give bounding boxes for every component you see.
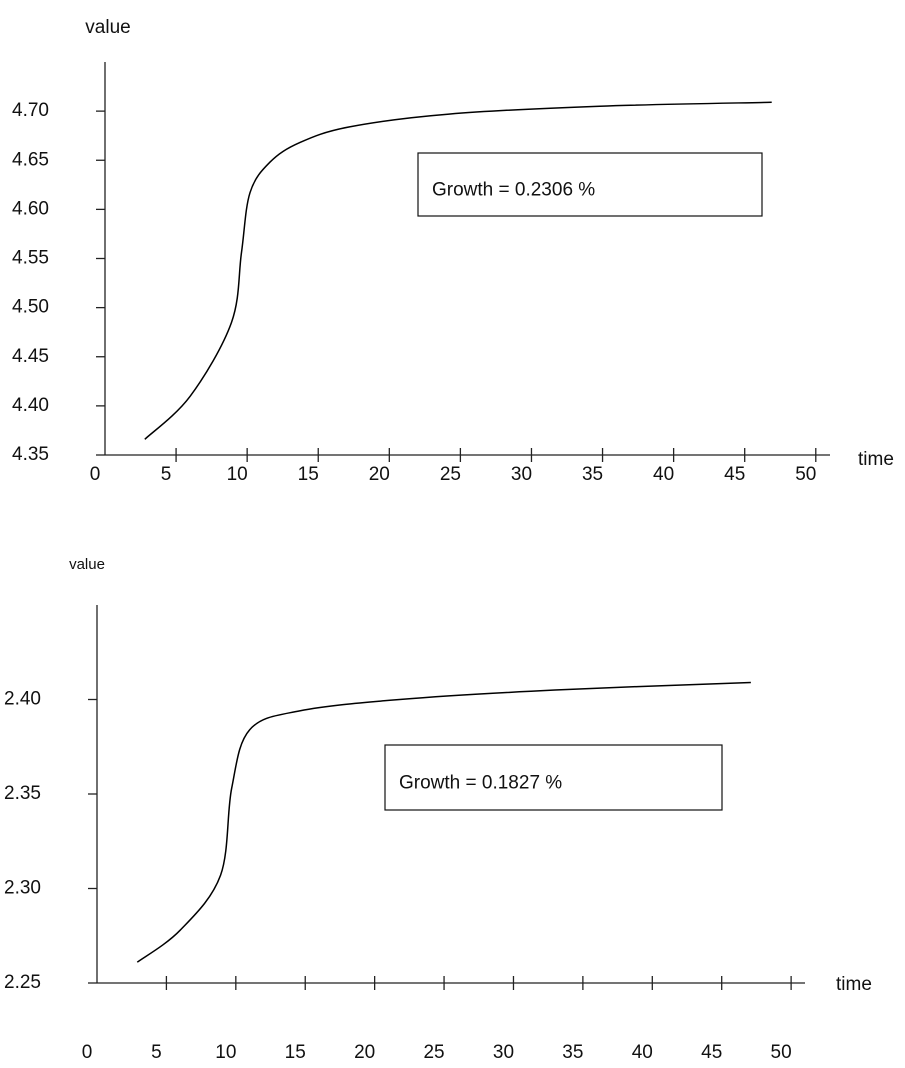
data-line xyxy=(136,681,751,963)
y-tick-label: 2.25 xyxy=(4,972,41,993)
annotation: Growth = 0.2306 % xyxy=(432,180,595,201)
x-tick-label: 50 xyxy=(771,1042,792,1063)
y-tick-label: 4.35 xyxy=(12,444,49,465)
y-tick-label: 4.45 xyxy=(12,346,49,367)
y-tick-label: 4.60 xyxy=(12,198,49,219)
x-tick-label: 15 xyxy=(285,1042,306,1063)
x-tick-label: 5 xyxy=(161,464,172,485)
x-axis-label: time xyxy=(836,974,872,995)
y-tick-label: 2.30 xyxy=(4,878,41,899)
y-tick-label: 4.40 xyxy=(12,395,49,416)
y-axis-label: value xyxy=(85,17,130,38)
x-tick-label: 30 xyxy=(511,464,532,485)
annotation-box xyxy=(417,152,763,217)
x-tick-label: 15 xyxy=(298,464,319,485)
y-tick-label: 4.65 xyxy=(12,149,49,170)
x-tick-label: 40 xyxy=(653,464,674,485)
annotation: Growth = 0.1827 % xyxy=(399,773,562,794)
x-axis-label: time xyxy=(858,449,894,470)
x-tick-label: 35 xyxy=(582,464,603,485)
y-tick-label: 4.70 xyxy=(12,100,49,121)
x-tick-label: 50 xyxy=(795,464,816,485)
x-tick-label: 45 xyxy=(724,464,745,485)
x-tick-label: 10 xyxy=(227,464,248,485)
x-tick-label: 0 xyxy=(82,1042,93,1063)
x-tick-label: 45 xyxy=(701,1042,722,1063)
x-tick-label: 5 xyxy=(151,1042,162,1063)
y-tick-label: 4.50 xyxy=(12,297,49,318)
x-tick-label: 20 xyxy=(369,464,390,485)
x-tick-label: 25 xyxy=(423,1042,444,1063)
y-tick-label: 4.55 xyxy=(12,248,49,269)
x-tick-label: 35 xyxy=(562,1042,583,1063)
x-tick-label: 25 xyxy=(440,464,461,485)
y-tick-label: 2.40 xyxy=(4,689,41,710)
y-axis-label: value xyxy=(69,556,105,573)
x-tick-label: 0 xyxy=(90,464,101,485)
y-tick-label: 2.35 xyxy=(4,783,41,804)
x-tick-label: 10 xyxy=(215,1042,236,1063)
x-tick-label: 20 xyxy=(354,1042,375,1063)
annotation-box xyxy=(384,744,723,811)
x-tick-label: 40 xyxy=(632,1042,653,1063)
x-tick-label: 30 xyxy=(493,1042,514,1063)
data-line xyxy=(144,101,772,440)
